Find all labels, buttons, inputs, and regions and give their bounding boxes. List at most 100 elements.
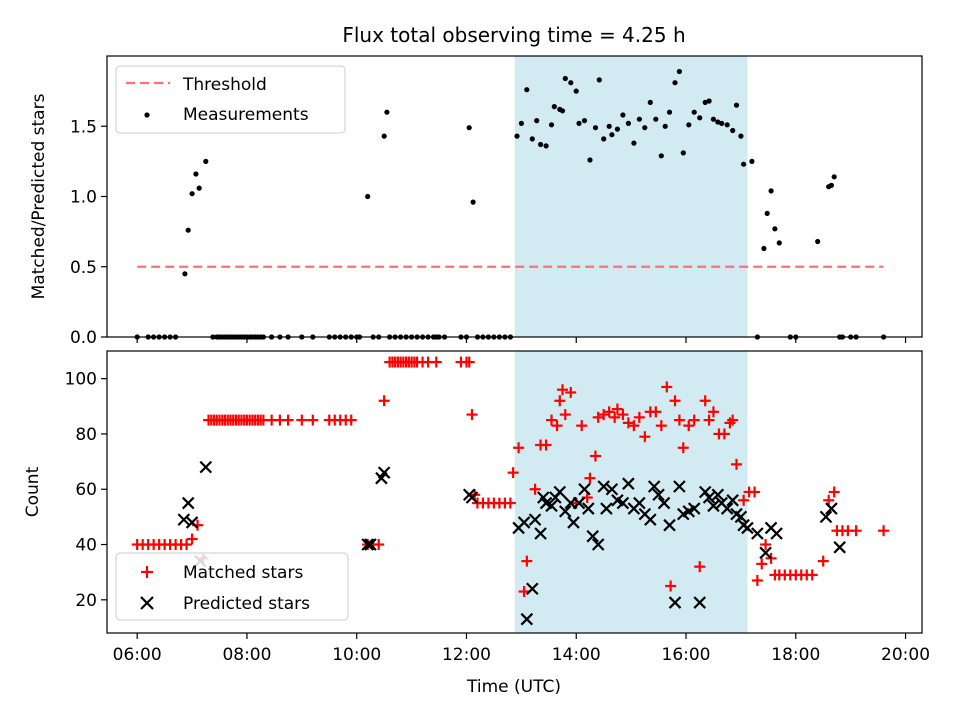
matched-star-marker — [504, 497, 516, 509]
y-tick-label: 1.5 — [70, 117, 97, 137]
predicted-star-marker — [702, 491, 716, 504]
measurement-point — [514, 133, 520, 139]
x-tick-label: 10:00 — [332, 645, 381, 665]
matched-star-marker — [603, 406, 615, 418]
measurement-point — [203, 158, 209, 164]
top-y-axis-label: Matched/Predicted stars — [29, 93, 49, 299]
matched-star-marker — [529, 483, 541, 495]
measurement-point — [642, 125, 648, 131]
matched-star-marker — [282, 414, 294, 426]
predicted-star-marker — [741, 521, 754, 535]
matched-star-marker — [584, 472, 596, 484]
measurement-point — [662, 123, 668, 129]
y-tick-label: 20 — [75, 591, 97, 611]
x-tick-label: 20:00 — [881, 645, 930, 665]
predicted-star-marker — [361, 538, 374, 551]
measurement-point — [601, 136, 607, 142]
predicted-star-marker — [711, 488, 725, 502]
predicted-star-marker — [833, 541, 846, 554]
measurement-point — [518, 120, 525, 126]
x-tick-label: 16:00 — [662, 645, 711, 665]
predicted-star-marker — [759, 546, 772, 560]
measurement-point — [189, 191, 195, 197]
y-tick-label: 0.0 — [70, 328, 97, 348]
y-tick-label: 80 — [75, 425, 97, 445]
measurement-point — [710, 116, 717, 122]
measurement-point — [384, 109, 390, 115]
measurement-point — [543, 143, 549, 149]
predicted-star-marker — [185, 516, 199, 529]
predicted-star-marker — [693, 596, 707, 609]
legend-predicted-label: Predicted stars — [183, 594, 310, 614]
predicted-star-marker — [633, 496, 646, 510]
bottom-axes-frame — [106, 350, 923, 634]
matched-star-marker — [628, 420, 640, 432]
ratio-panel: 0.0 0.5 1.0 1.5 Matched/Predicted stars Thr… — [29, 55, 923, 348]
matched-star-marker — [677, 442, 689, 454]
matched-star-marker — [850, 525, 862, 537]
measurement-points — [134, 68, 887, 340]
top-y-ticks: 0.0 0.5 1.0 1.5 — [70, 117, 107, 348]
y-tick-label: 0.5 — [70, 258, 97, 278]
matched-star-marker — [639, 431, 651, 443]
matched-star-marker — [554, 395, 566, 407]
matched-star-marker — [551, 420, 563, 432]
matched-star-marker — [633, 411, 645, 423]
measurement-point — [676, 68, 683, 75]
measurement-point — [815, 238, 821, 245]
predicted-star-marker — [726, 494, 739, 507]
matched-star-marker — [751, 574, 763, 586]
predicted-star-marker — [181, 496, 195, 510]
x-axis-label: Time (UTC) — [466, 677, 561, 697]
measurement-point — [606, 123, 612, 129]
predicted-star-marker — [687, 502, 701, 515]
bottom-legend: Matched stars Predicted stars — [115, 552, 349, 621]
predicted-star-marker — [199, 460, 213, 474]
matched-star-marker — [806, 569, 818, 581]
measurement-point — [672, 80, 678, 86]
matched-star-marker — [661, 381, 673, 393]
measurement-point — [587, 157, 593, 163]
y-tick-label: 100 — [65, 370, 97, 390]
measurement-point — [573, 88, 579, 94]
count-panel: 20 40 60 80 100 06:00 08:00 10:00 12:00 14:00 16:… — [23, 350, 930, 697]
predicted-star-marker — [605, 482, 619, 496]
predicted-star-marker — [707, 499, 720, 513]
matched-star-marker — [738, 494, 750, 506]
measurement-point — [631, 140, 637, 146]
measurement-point — [466, 125, 472, 131]
matched-star-marker — [765, 552, 777, 564]
matched-star-marker — [186, 533, 198, 545]
predicted-star-marker — [586, 529, 599, 543]
matched-star-marker — [699, 395, 711, 407]
predicted-star-marker — [465, 491, 479, 504]
measurement-point — [831, 174, 837, 180]
x-tick-label: 12:00 — [442, 645, 491, 665]
matched-star-marker — [521, 555, 533, 567]
predicted-star-marker — [734, 510, 748, 524]
legend-measurements-label: Measurements — [183, 105, 309, 125]
matched-star-marker — [559, 409, 571, 421]
predicted-star-marker — [657, 496, 671, 510]
predicted-star-marker — [600, 502, 613, 515]
measurement-point — [741, 161, 747, 167]
measurement-point — [697, 115, 703, 121]
predicted-star-marker — [647, 480, 661, 493]
legend-matched-swatch — [141, 566, 153, 578]
measurement-point — [724, 122, 730, 128]
matched-star-marker — [760, 539, 772, 551]
matched-star-marker — [694, 561, 706, 573]
matched-star-marker — [727, 414, 739, 426]
measurement-point — [658, 153, 664, 159]
matched-star-marker — [718, 428, 730, 440]
measurement-point — [185, 227, 191, 233]
measurement-point — [702, 99, 708, 105]
matched-star-marker — [378, 395, 390, 407]
matched-star-marker — [463, 356, 475, 368]
predicted-star-marker — [364, 538, 377, 551]
measurement-point — [470, 199, 476, 205]
measurement-point — [733, 102, 740, 108]
predicted-star-marker — [545, 499, 558, 513]
predicted-star-marker — [528, 513, 542, 526]
matched-star-marker — [707, 406, 719, 418]
